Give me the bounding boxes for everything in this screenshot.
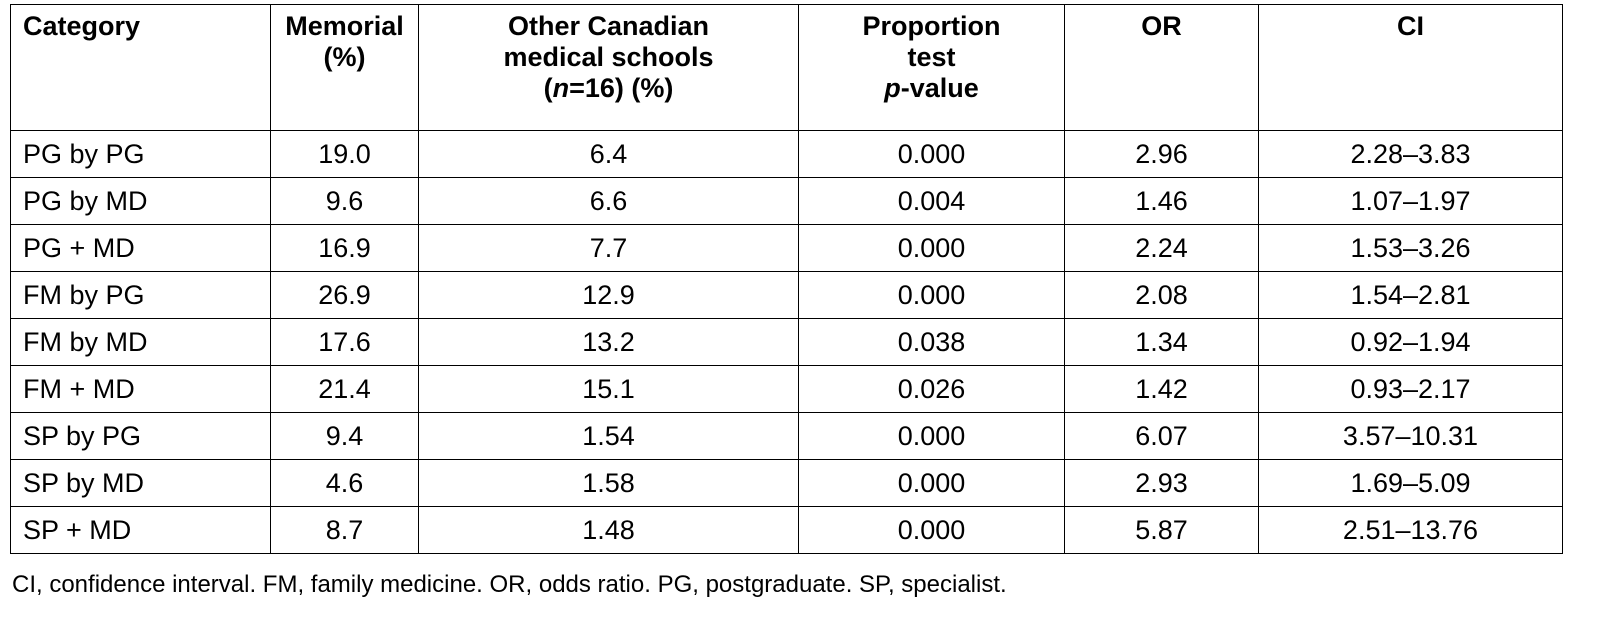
- header-other-line1: Other Canadian: [507, 11, 710, 41]
- cell-or: 1.46: [1064, 177, 1259, 225]
- cell-other: 15.1: [418, 365, 799, 413]
- header-category: Category: [10, 4, 271, 131]
- cell-category: FM by MD: [10, 318, 271, 366]
- header-proportion-line2: test: [907, 42, 956, 72]
- cell-p-value: 0.004: [798, 177, 1065, 225]
- cell-other: 1.54: [418, 412, 799, 460]
- cell-other: 6.6: [418, 177, 799, 225]
- cell-memorial: 9.4: [270, 412, 419, 460]
- cell-p-value: 0.038: [798, 318, 1065, 366]
- cell-category: PG by PG: [10, 130, 271, 178]
- table-row: PG by MD 9.6 6.6 0.004 1.46 1.07–1.97: [10, 177, 1563, 225]
- cell-ci: 1.54–2.81: [1258, 271, 1563, 319]
- cell-ci: 1.07–1.97: [1258, 177, 1563, 225]
- cell-category: SP by PG: [10, 412, 271, 460]
- cell-other: 7.7: [418, 224, 799, 272]
- table-footnote: CI, confidence interval. FM, family medi…: [12, 571, 1007, 598]
- cell-category: PG by MD: [10, 177, 271, 225]
- table-row: SP + MD 8.7 1.48 0.000 5.87 2.51–13.76: [10, 506, 1563, 554]
- header-other-n-italic: n: [552, 73, 570, 103]
- cell-memorial: 16.9: [270, 224, 419, 272]
- cell-p-value: 0.000: [798, 271, 1065, 319]
- header-other-line2: medical schools: [503, 42, 714, 72]
- table-row: FM by MD 17.6 13.2 0.038 1.34 0.92–1.94: [10, 318, 1563, 366]
- header-proportion-test: Proportion test p-value: [798, 4, 1065, 131]
- header-category-label: Category: [23, 11, 141, 41]
- table-row: FM by PG 26.9 12.9 0.000 2.08 1.54–2.81: [10, 271, 1563, 319]
- header-ci: CI: [1258, 4, 1563, 131]
- cell-or: 6.07: [1064, 412, 1259, 460]
- cell-or: 5.87: [1064, 506, 1259, 554]
- table-row: FM + MD 21.4 15.1 0.026 1.42 0.93–2.17: [10, 365, 1563, 413]
- table-header: Category Memorial (%) Other Canadian med…: [10, 4, 1563, 131]
- cell-memorial: 26.9: [270, 271, 419, 319]
- cell-memorial: 8.7: [270, 506, 419, 554]
- cell-memorial: 21.4: [270, 365, 419, 413]
- cell-ci: 1.69–5.09: [1258, 459, 1563, 507]
- cell-p-value: 0.026: [798, 365, 1065, 413]
- cell-memorial: 4.6: [270, 459, 419, 507]
- header-proportion-p-italic: p: [884, 73, 901, 103]
- table-body: PG by PG 19.0 6.4 0.000 2.96 2.28–3.83 P…: [10, 130, 1563, 554]
- header-or-label: OR: [1141, 11, 1182, 41]
- table-row: SP by MD 4.6 1.58 0.000 2.93 1.69–5.09: [10, 459, 1563, 507]
- table-row: PG + MD 16.9 7.7 0.000 2.24 1.53–3.26: [10, 224, 1563, 272]
- header-other-n-rest: =16) (%): [569, 73, 674, 103]
- cell-p-value: 0.000: [798, 130, 1065, 178]
- cell-category: FM + MD: [10, 365, 271, 413]
- header-proportion-p-rest: -value: [900, 73, 979, 103]
- cell-p-value: 0.000: [798, 459, 1065, 507]
- header-memorial-line2: (%): [323, 42, 366, 72]
- header-ci-label: CI: [1397, 11, 1424, 41]
- cell-or: 1.34: [1064, 318, 1259, 366]
- cell-ci: 3.57–10.31: [1258, 412, 1563, 460]
- header-proportion-line1: Proportion: [862, 11, 1001, 41]
- cell-memorial: 19.0: [270, 130, 419, 178]
- cell-category: PG + MD: [10, 224, 271, 272]
- header-memorial: Memorial (%): [270, 4, 419, 131]
- cell-or: 2.24: [1064, 224, 1259, 272]
- cell-p-value: 0.000: [798, 506, 1065, 554]
- header-row: Category Memorial (%) Other Canadian med…: [10, 4, 1563, 131]
- header-or: OR: [1064, 4, 1259, 131]
- cell-other: 13.2: [418, 318, 799, 366]
- cell-category: SP + MD: [10, 506, 271, 554]
- cell-ci: 2.28–3.83: [1258, 130, 1563, 178]
- table-row: SP by PG 9.4 1.54 0.000 6.07 3.57–10.31: [10, 412, 1563, 460]
- cell-ci: 1.53–3.26: [1258, 224, 1563, 272]
- cell-other: 12.9: [418, 271, 799, 319]
- cell-ci: 0.92–1.94: [1258, 318, 1563, 366]
- cell-p-value: 0.000: [798, 412, 1065, 460]
- header-other-n-open: (: [543, 73, 553, 103]
- data-table: Category Memorial (%) Other Canadian med…: [10, 4, 1563, 554]
- cell-other: 6.4: [418, 130, 799, 178]
- cell-category: FM by PG: [10, 271, 271, 319]
- cell-ci: 0.93–2.17: [1258, 365, 1563, 413]
- cell-memorial: 9.6: [270, 177, 419, 225]
- header-other-schools: Other Canadian medical schools (n=16) (%…: [418, 4, 799, 131]
- cell-or: 2.08: [1064, 271, 1259, 319]
- cell-other: 1.58: [418, 459, 799, 507]
- cell-memorial: 17.6: [270, 318, 419, 366]
- cell-or: 1.42: [1064, 365, 1259, 413]
- cell-p-value: 0.000: [798, 224, 1065, 272]
- cell-or: 2.93: [1064, 459, 1259, 507]
- header-memorial-line1: Memorial: [285, 11, 404, 41]
- cell-ci: 2.51–13.76: [1258, 506, 1563, 554]
- cell-or: 2.96: [1064, 130, 1259, 178]
- cell-other: 1.48: [418, 506, 799, 554]
- table-row: PG by PG 19.0 6.4 0.000 2.96 2.28–3.83: [10, 130, 1563, 178]
- cell-category: SP by MD: [10, 459, 271, 507]
